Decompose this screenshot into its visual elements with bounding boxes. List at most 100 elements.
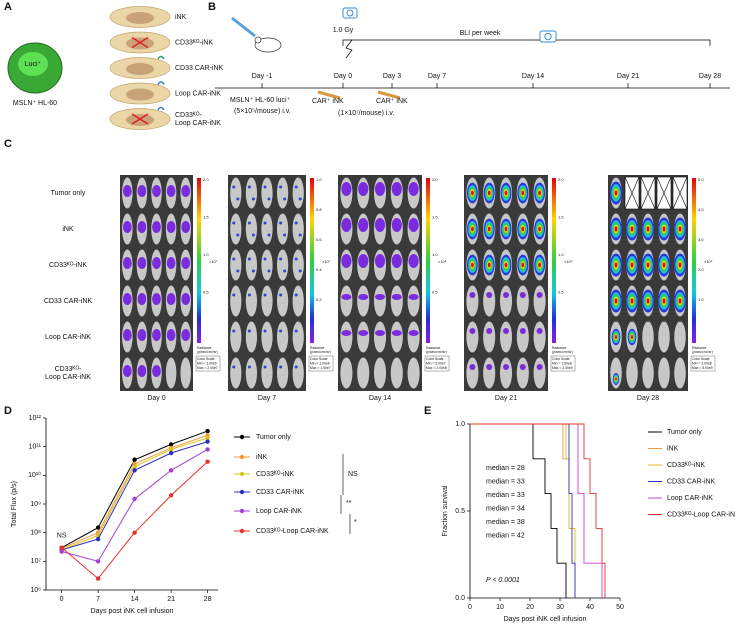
scale-max: Max = 5.00e9 — [692, 366, 713, 370]
signal — [341, 218, 352, 232]
signal — [662, 262, 666, 268]
data-point — [168, 450, 174, 456]
day-label: Day 21 — [495, 395, 517, 402]
signal — [519, 328, 526, 334]
signal — [166, 185, 176, 197]
signal — [263, 329, 267, 333]
day-label: Day 7 — [428, 73, 446, 80]
signal — [232, 185, 236, 189]
signal — [521, 190, 525, 196]
day-label: Day 0 — [147, 395, 165, 402]
mouse — [483, 285, 496, 317]
mouse — [230, 285, 242, 317]
data-point — [132, 530, 137, 535]
mouse — [674, 321, 686, 353]
dose-label: 1.0 Gy — [333, 27, 354, 34]
mouse — [533, 321, 546, 353]
signal — [504, 262, 508, 268]
legend-label: CD33ᴷᴼ-iNK — [256, 471, 294, 478]
knockout-mark — [131, 113, 149, 125]
data-point — [95, 576, 101, 581]
tumor-injection: MSLN⁺ HL-60 luci⁺ — [230, 97, 291, 104]
legend-label: Tumor only — [667, 429, 702, 436]
signal — [152, 221, 161, 233]
median-label: median = 33 — [486, 492, 525, 499]
signal — [267, 269, 271, 273]
mouse — [245, 321, 258, 353]
signal — [630, 226, 634, 232]
scale-box — [308, 355, 334, 372]
signal — [391, 218, 402, 232]
signal — [263, 257, 267, 261]
signal — [646, 226, 650, 232]
signal — [181, 293, 191, 305]
signal — [232, 329, 236, 333]
signal — [294, 329, 298, 333]
mouse — [466, 285, 479, 317]
mouse — [230, 357, 242, 389]
signal — [662, 226, 666, 232]
data-point — [205, 459, 210, 464]
mouse — [261, 213, 273, 245]
signal — [471, 262, 474, 268]
signal — [122, 329, 132, 341]
signal — [538, 262, 541, 268]
mouse — [245, 177, 258, 209]
signal — [232, 293, 236, 297]
radiance-unit: (p/sec/cm²/sr) — [426, 350, 447, 354]
signal — [614, 190, 618, 196]
scale-min: Min = 1.00e6 — [310, 361, 330, 365]
mouse-ear — [254, 36, 262, 44]
signal — [279, 329, 283, 333]
image-background — [120, 175, 193, 391]
signal — [251, 269, 255, 273]
mouse — [230, 321, 242, 353]
signal — [166, 329, 176, 341]
effector-label: iNK — [175, 14, 187, 21]
signal — [263, 293, 267, 297]
color-bar-tick: 0.5 — [432, 290, 438, 295]
effector-nucleus — [126, 63, 154, 75]
mouse — [340, 357, 353, 389]
car-injection: CAR⁺ iNK — [312, 98, 344, 105]
mouse — [276, 357, 289, 389]
color-bar-tick: 1.0 — [698, 297, 704, 302]
mouse — [483, 321, 496, 353]
signal — [294, 221, 298, 225]
y-axis-label: Fraction survival — [442, 485, 449, 536]
survival-curve — [470, 423, 567, 598]
signal — [247, 293, 251, 297]
mouse — [261, 177, 273, 209]
signal — [391, 182, 402, 196]
mouse — [533, 285, 546, 317]
legend-label: Loop CAR-iNK — [667, 495, 713, 502]
signal — [504, 226, 508, 232]
mouse — [674, 357, 686, 389]
signal — [236, 197, 240, 201]
mouse — [658, 357, 670, 389]
legend-label: iNK — [256, 454, 268, 461]
signal — [166, 257, 176, 269]
significance: * — [354, 519, 357, 526]
signal — [247, 257, 251, 261]
signal — [122, 365, 132, 377]
mouse — [261, 285, 273, 317]
signal — [341, 294, 352, 300]
data-point — [168, 447, 174, 452]
signal — [536, 364, 543, 370]
knockout-mark — [131, 36, 149, 49]
legend-marker — [239, 508, 245, 514]
legend-label: Loop CAR-iNK — [256, 508, 302, 515]
scale-min: Min = 5.00e7 — [426, 361, 446, 365]
data-point — [168, 493, 174, 498]
color-bar-exponent: ×10⁸ — [438, 259, 447, 264]
y-tick-label: 10¹² — [29, 415, 42, 422]
signal — [166, 293, 176, 305]
target-name: MSLN⁺ HL-60 — [13, 100, 57, 107]
day-label: Day 21 — [617, 73, 639, 80]
signal — [662, 298, 666, 304]
signal — [504, 190, 508, 196]
mouse — [340, 285, 353, 317]
x-tick-label: 7 — [96, 596, 100, 603]
x-axis-label: Days post iNK cell infusion — [504, 616, 587, 623]
